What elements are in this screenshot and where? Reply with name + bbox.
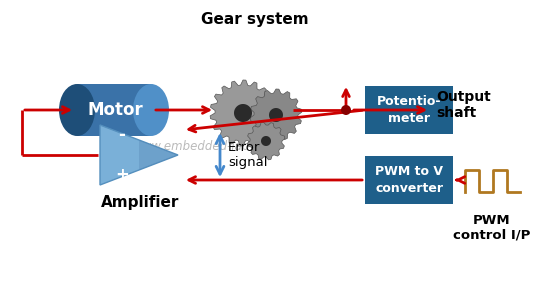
Circle shape xyxy=(341,105,351,115)
Ellipse shape xyxy=(133,84,169,136)
Text: Gear system: Gear system xyxy=(201,12,309,27)
Text: Error
signal: Error signal xyxy=(228,141,267,169)
Text: Potentio-
meter: Potentio- meter xyxy=(377,95,441,125)
Polygon shape xyxy=(210,80,276,146)
Polygon shape xyxy=(269,108,283,122)
Text: PWM
control I/P: PWM control I/P xyxy=(453,214,530,242)
Polygon shape xyxy=(261,136,271,146)
Polygon shape xyxy=(247,122,285,160)
Polygon shape xyxy=(250,89,302,141)
Text: -: - xyxy=(118,126,125,144)
Polygon shape xyxy=(139,140,178,170)
Text: Output
shaft: Output shaft xyxy=(436,90,491,120)
Text: +: + xyxy=(115,166,129,184)
Bar xyxy=(365,86,453,134)
Text: www.embedded-lab.com: www.embedded-lab.com xyxy=(132,140,278,153)
Text: Motor: Motor xyxy=(87,101,143,119)
Polygon shape xyxy=(100,125,178,185)
Polygon shape xyxy=(234,104,252,122)
Text: PWM to V
converter: PWM to V converter xyxy=(375,165,443,195)
Text: Amplifier: Amplifier xyxy=(101,196,179,211)
Ellipse shape xyxy=(59,84,95,136)
Bar xyxy=(365,156,453,204)
Bar xyxy=(77,84,151,136)
